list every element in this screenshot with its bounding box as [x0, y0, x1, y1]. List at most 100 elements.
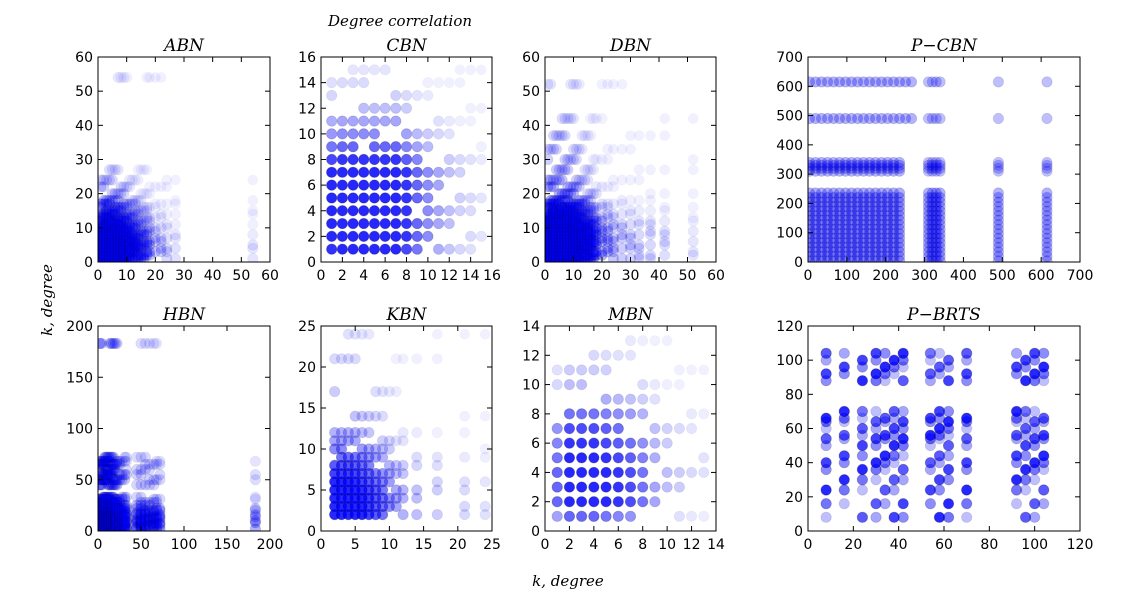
data-point — [379, 141, 391, 153]
x-tick-label: 50 — [679, 268, 697, 284]
data-point — [809, 162, 822, 174]
data-point — [934, 76, 946, 88]
data-point — [809, 214, 822, 226]
data-point — [347, 205, 359, 217]
data-point — [815, 196, 828, 208]
data-point — [649, 481, 661, 493]
data-point — [808, 246, 816, 258]
data-point — [808, 237, 816, 249]
data-point — [633, 130, 645, 141]
data-point — [821, 219, 834, 231]
data-point — [545, 78, 557, 90]
data-point — [249, 502, 261, 515]
data-point — [141, 249, 153, 261]
data-point — [368, 102, 381, 114]
data-point — [649, 452, 661, 464]
data-point — [616, 79, 628, 90]
data-point — [155, 181, 167, 193]
x-tick-label: 2 — [565, 537, 574, 553]
data-point — [349, 353, 361, 365]
data-point — [149, 246, 161, 258]
data-point — [926, 223, 938, 235]
data-point — [881, 210, 894, 222]
data-point — [1019, 450, 1032, 462]
data-point — [612, 496, 624, 508]
data-point — [808, 200, 816, 213]
data-point — [131, 513, 143, 525]
y-tick-label: 80 — [785, 387, 803, 403]
data-point — [465, 153, 477, 166]
data-point — [115, 218, 127, 231]
data-point — [607, 218, 620, 231]
data-point — [107, 479, 120, 491]
figure-xlabel: k, degree — [532, 572, 604, 590]
data-point — [356, 459, 368, 471]
data-point — [645, 205, 656, 216]
data-point — [116, 502, 128, 515]
data-point — [431, 508, 443, 521]
data-point — [673, 466, 685, 479]
data-point — [562, 153, 574, 166]
data-point — [249, 455, 261, 467]
data-point — [123, 174, 136, 186]
data-point — [422, 192, 434, 204]
data-point — [99, 469, 111, 481]
data-point — [922, 219, 935, 231]
data-point — [161, 232, 173, 244]
data-point — [845, 223, 858, 235]
data-point — [106, 164, 118, 176]
data-point — [161, 222, 173, 234]
data-point — [112, 164, 124, 176]
data-point — [926, 246, 938, 258]
data-point — [607, 198, 620, 210]
data-point — [659, 130, 670, 141]
data-point — [934, 162, 946, 174]
data-point — [857, 156, 870, 169]
x-tick-label: 100 — [833, 268, 860, 284]
data-point — [893, 76, 906, 88]
data-point — [808, 210, 816, 222]
data-point — [897, 463, 909, 476]
data-point — [856, 422, 869, 435]
data-point — [863, 200, 876, 213]
data-point — [556, 112, 568, 125]
data-point — [887, 165, 900, 177]
data-point — [633, 229, 645, 241]
data-point — [992, 228, 1005, 240]
data-point — [433, 77, 444, 88]
data-point — [141, 215, 153, 227]
data-point — [556, 174, 568, 186]
data-point — [930, 241, 942, 253]
data-point — [922, 223, 935, 235]
data-point — [111, 455, 123, 467]
data-point — [596, 222, 608, 234]
data-point — [1010, 450, 1023, 462]
data-point — [856, 484, 869, 496]
data-point — [1041, 205, 1053, 217]
data-point — [161, 252, 173, 262]
data-point — [815, 232, 828, 244]
data-point — [326, 230, 338, 242]
data-point — [839, 214, 852, 226]
data-point — [808, 156, 816, 169]
data-point — [992, 112, 1005, 125]
data-point — [562, 188, 574, 200]
data-point — [106, 469, 118, 481]
data-point — [576, 208, 588, 220]
data-point — [479, 443, 491, 455]
data-point — [139, 508, 151, 521]
data-point — [347, 166, 359, 178]
data-point — [934, 191, 946, 204]
data-point — [390, 217, 402, 230]
data-point — [154, 474, 166, 486]
data-point — [869, 187, 882, 199]
data-point — [857, 237, 870, 249]
data-point — [573, 174, 585, 186]
data-point — [820, 457, 832, 469]
data-point — [411, 484, 423, 496]
data-point — [376, 451, 389, 463]
data-point — [827, 156, 840, 169]
data-point — [154, 458, 166, 470]
data-point — [863, 159, 876, 171]
data-point — [545, 78, 554, 90]
